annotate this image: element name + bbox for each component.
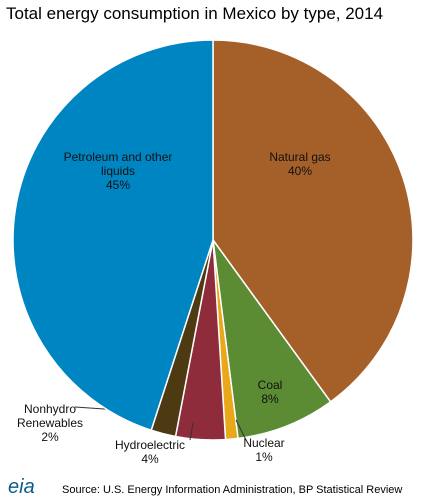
slice-label: Petroleum and other liquids 45% <box>58 150 178 192</box>
category-label: Nuclear <box>243 436 285 450</box>
slice-label: Hydroelectric 4% <box>100 438 200 466</box>
value-label: 40% <box>287 164 313 178</box>
chart-title: Total energy consumption in Mexico by ty… <box>6 4 384 23</box>
value-label: 8% <box>261 392 279 406</box>
value-label: 45% <box>105 178 131 192</box>
value-label: 1% <box>255 450 273 464</box>
pie-slice <box>212 39 414 403</box>
category-label: Petroleum and other liquids <box>63 150 173 178</box>
category-label: Hydroelectric <box>114 438 186 452</box>
category-label: Coal <box>257 378 283 392</box>
leader-line <box>189 422 194 441</box>
slice-label: Coal 8% <box>240 378 300 406</box>
slice-label: Nonhydro Renewables 2% <box>10 402 90 444</box>
source-note: Source: U.S. Energy Information Administ… <box>62 484 403 496</box>
slice-label: Nuclear 1% <box>234 436 294 464</box>
value-label: 2% <box>41 430 59 444</box>
logo: eia <box>8 476 35 498</box>
leader-line <box>235 419 247 441</box>
pie-slice <box>212 239 332 440</box>
pie-slice <box>12 39 214 432</box>
value-label: 4% <box>141 452 159 466</box>
category-label: Natural gas <box>269 150 331 164</box>
slice-label: Natural gas 40% <box>255 150 345 178</box>
category-label: Nonhydro Renewables <box>16 402 84 430</box>
